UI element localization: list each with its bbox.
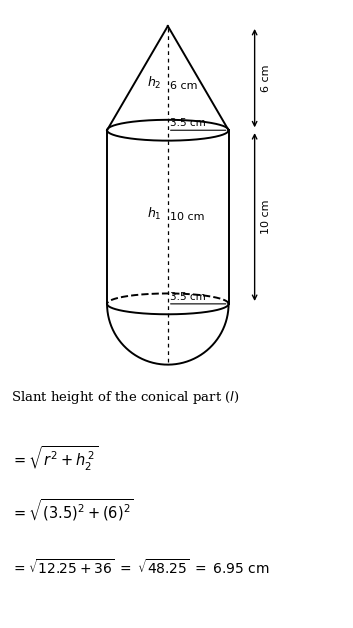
Text: $= \sqrt{(3.5)^2 + (6)^2}$: $= \sqrt{(3.5)^2 + (6)^2}$ <box>11 497 133 522</box>
Text: 10 cm: 10 cm <box>261 200 271 234</box>
Text: $= \sqrt{r^2 + h_2^{\,2}}$: $= \sqrt{r^2 + h_2^{\,2}}$ <box>11 445 97 473</box>
Text: 10 cm: 10 cm <box>170 212 205 222</box>
Text: 6 cm: 6 cm <box>170 82 198 92</box>
Text: $= \sqrt{12.25+36} \;=\; \sqrt{48.25} \;=\; 6.95$ cm: $= \sqrt{12.25+36} \;=\; \sqrt{48.25} \;… <box>11 558 269 577</box>
Text: 3.5 cm: 3.5 cm <box>170 117 206 127</box>
Text: 3.5 cm: 3.5 cm <box>170 292 206 302</box>
Text: $h_1$: $h_1$ <box>147 205 162 222</box>
Text: $h_2$: $h_2$ <box>147 75 162 92</box>
Text: 6 cm: 6 cm <box>261 65 271 92</box>
Text: Slant height of the conical part ($l$): Slant height of the conical part ($l$) <box>11 389 239 406</box>
